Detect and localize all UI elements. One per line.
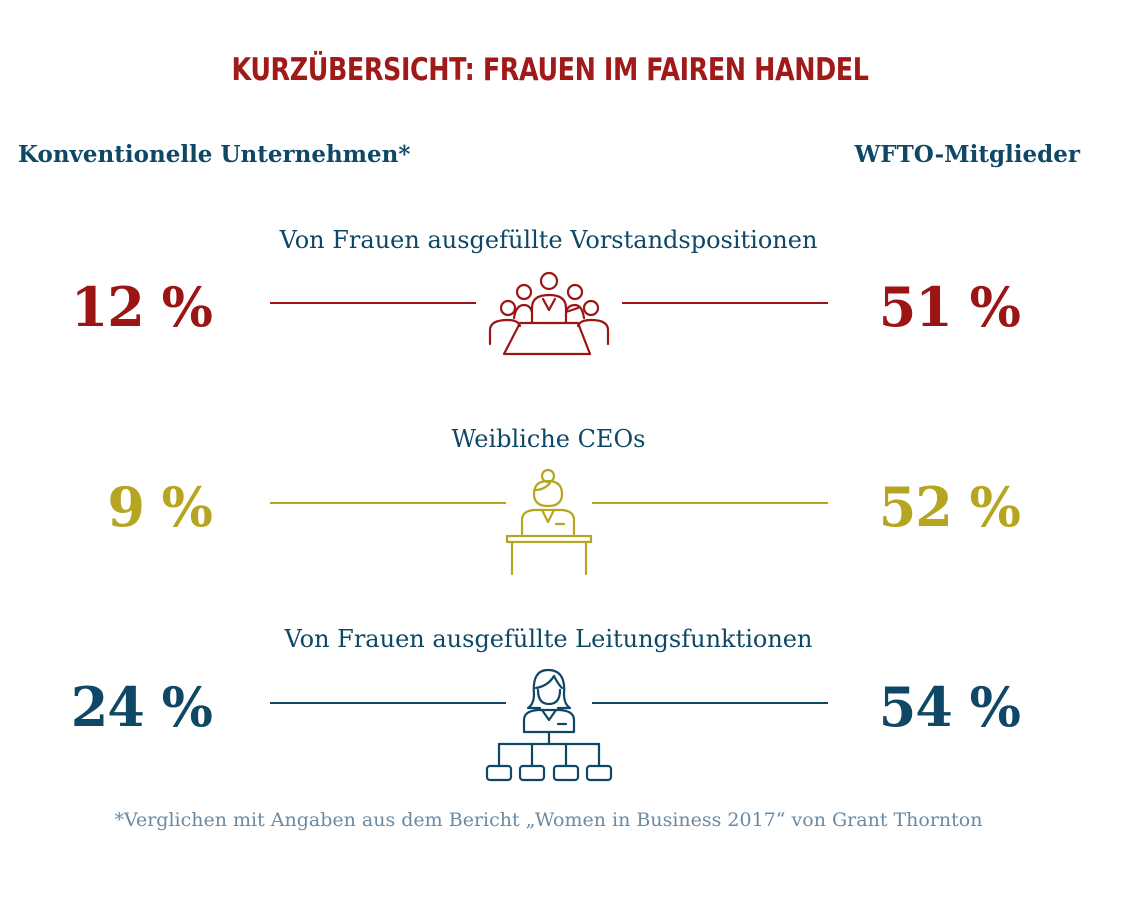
- connector-line-right-board: [622, 302, 828, 304]
- footnote: *Verglichen mit Angaben aus dem Bericht …: [114, 809, 983, 831]
- value-wfto-management: 54 %: [878, 675, 1021, 739]
- connector-line-right-ceo: [592, 502, 828, 504]
- connector-line-right-management: [592, 702, 828, 704]
- value-conventional-management: 24 %: [70, 675, 213, 739]
- connector-line-left-management: [270, 702, 506, 704]
- connector-line-left-ceo: [270, 502, 506, 504]
- value-conventional-ceo: 9 %: [107, 475, 213, 539]
- row-label-board: Von Frauen ausgefüllte Vorstandsposition…: [279, 226, 818, 254]
- column-header-conventional: Konventionelle Unternehmen*: [18, 141, 411, 168]
- row-label-management: Von Frauen ausgefüllte Leitungsfunktione…: [284, 625, 813, 653]
- value-wfto-board: 51 %: [878, 275, 1021, 339]
- value-wfto-ceo: 52 %: [878, 475, 1021, 539]
- connector-line-left-board: [270, 302, 476, 304]
- org-chart-icon: [485, 668, 613, 782]
- chart-title: Kurzübersicht: Frauen im fairen Handel: [231, 52, 869, 88]
- ceo-desk-icon: [505, 468, 593, 576]
- boardroom-icon: [488, 271, 610, 356]
- row-label-ceo: Weibliche CEOs: [451, 425, 646, 453]
- column-header-wfto: WFTO-Mitglieder: [854, 141, 1080, 168]
- value-conventional-board: 12 %: [70, 275, 213, 339]
